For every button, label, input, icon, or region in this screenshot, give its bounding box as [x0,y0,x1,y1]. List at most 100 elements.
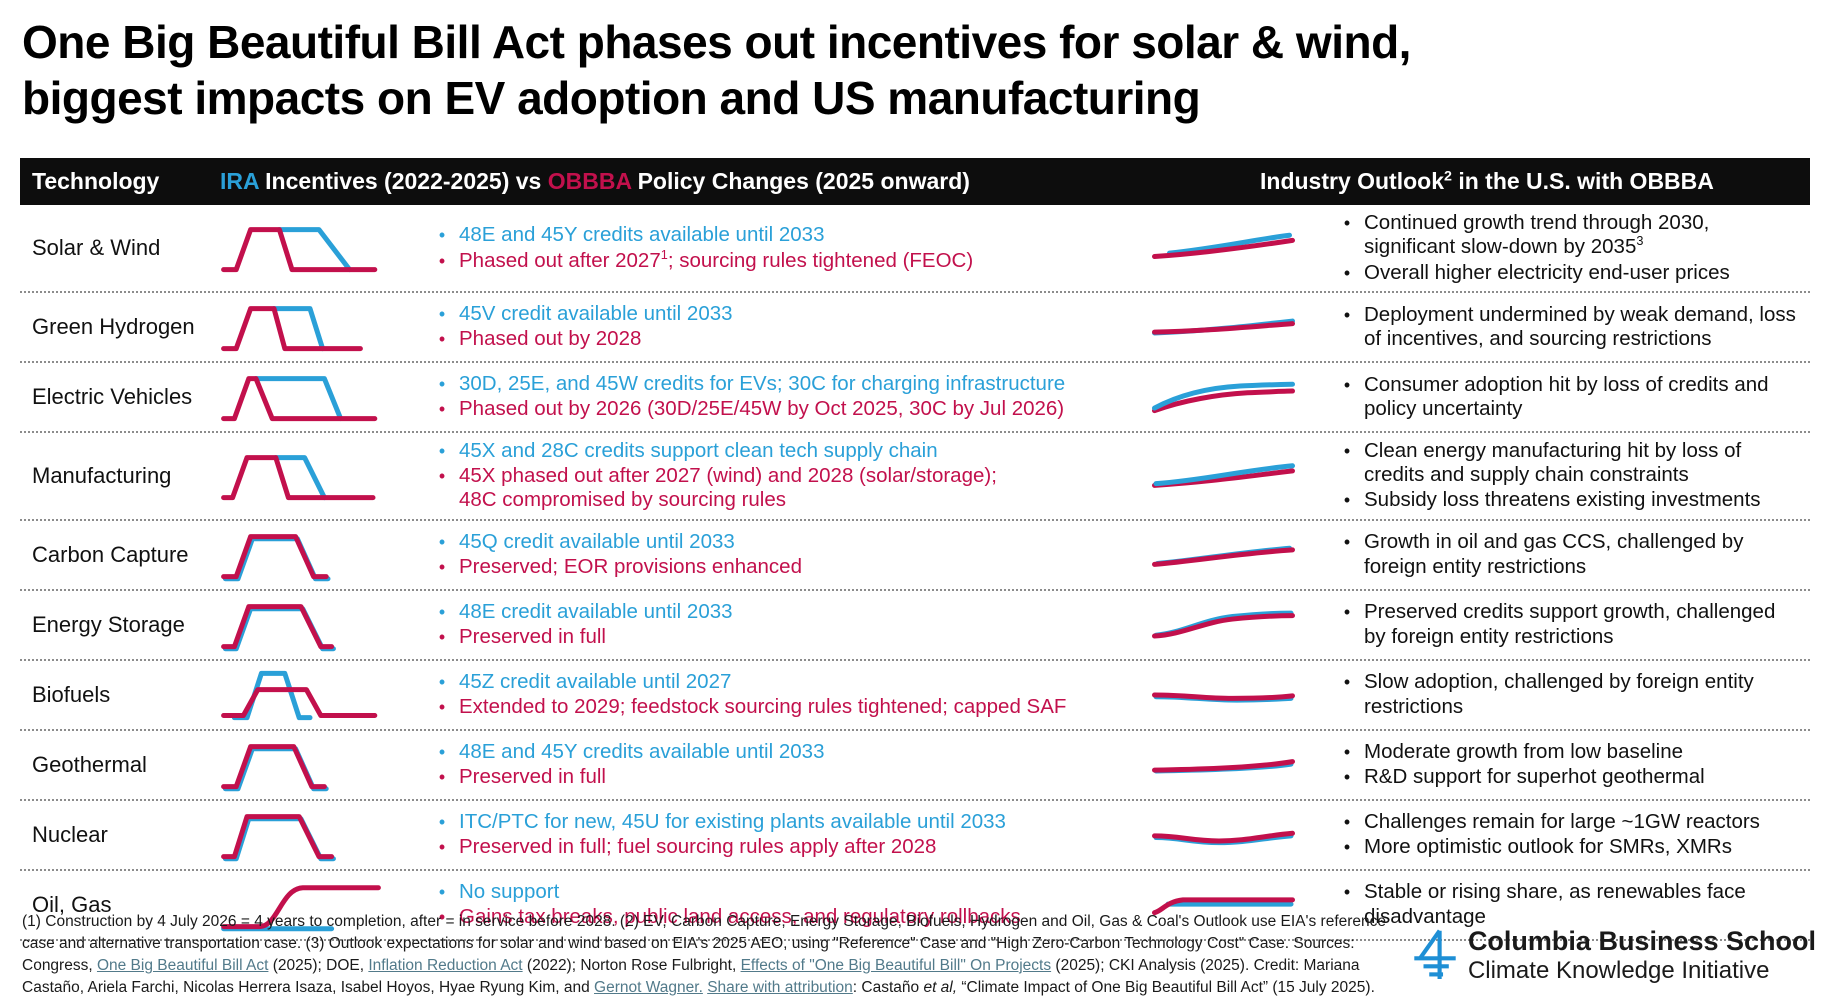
policy-bullet-text: Preserved in full [459,765,1140,789]
text-segment: Moderate growth from low baseline [1364,739,1684,763]
text-segment: 48E and 45Y credits available until 2033 [459,223,825,247]
bullet-dot-icon: • [1343,304,1351,325]
title-line-1: One Big Beautiful Bill Act phases out in… [22,16,1411,68]
policy-bullet: • Phased out by 2026 (30D/25E/45W by Oct … [425,397,1140,421]
policy-bullet-text: Phased out by 2026 (30D/25E/45W by Oct 2… [459,397,1140,421]
text-segment: ; sourcing rules tightened (FEOC) [667,248,974,272]
policy-bullet-list: • 45X and 28C credits support clean tech … [425,438,1140,514]
outlook-bullet-list: • Slow adoption, challenged by foreign en… [1330,669,1810,719]
outlook-bullet-list: • Continued growth trend through 2030, si… [1330,210,1810,286]
footnote-link[interactable]: Inflation Reduction Act [368,957,523,974]
text-segment: 48E and 45Y credits available until 2033 [459,739,825,763]
outlook-bullet-list: • Consumer adoption hit by loss of credit… [1330,372,1810,422]
text-segment: Deployment undermined by weak demand, lo… [1364,302,1796,350]
technology-table: Technology IRA Incentives (2022-2025) vs… [20,158,1810,941]
outlook-bullet-text: Growth in oil and gas CCS, challenged by… [1364,530,1810,578]
policy-bullet-text: Phased out by 2028 [459,327,1140,351]
policy-bullet-text: 45X phased out after 2027 (wind) and 202… [459,464,1140,512]
text-segment: Slow adoption, challenged by foreign ent… [1364,670,1754,718]
policy-bullet-text: Preserved in full; fuel sourcing rules a… [459,835,1140,859]
policy-bullet-list: • 45Z credit available until 2027 • Extende… [425,669,1140,721]
outlook-chart [1150,310,1300,344]
policy-bullet-list: • 30D, 25E, and 45W credits for EVs; 30C … [425,371,1140,423]
table-row: Oil, Gas • No support • Gains tax breaks, pu… [20,871,1810,941]
footnote-link[interactable]: Share with attribution [707,979,853,996]
bullet-dot-icon: • [1343,837,1351,858]
policy-bullet: • Preserved in full; fuel sourcing rules … [425,835,1140,859]
incentive-chart [220,221,400,275]
obbba-line [1155,391,1293,411]
outlook-chart [1150,818,1300,852]
bullet-dot-icon: • [438,627,446,648]
outlook-bullet: • Continued growth trend through 2030, si… [1330,211,1810,259]
obbba-line [1155,899,1293,912]
policy-bullet: • Preserved; EOR provisions enhanced [425,555,1140,579]
text-segment: Overall higher electricity end-user pric… [1364,260,1730,284]
technology-label: Biofuels [32,681,111,707]
technology-label: Energy Storage [32,611,185,637]
outlook-chart-cell [1140,231,1330,265]
outlook-bullet-list: • Preserved credits support growth, chall… [1330,599,1810,649]
outlook-bullet-text: Continued growth trend through 2030, sig… [1364,211,1810,259]
table-row: Nuclear • ITC/PTC for new, 45U for existin… [20,801,1810,871]
outlook-chart [1150,459,1300,493]
policy-bullet: • 45Q credit available until 2033 [425,530,1140,554]
obbba-line [1155,833,1293,841]
bullet-dot-icon: • [438,557,446,578]
incentive-chart [220,370,400,424]
text-segment: Extended to 2029; feedstock sourcing rul… [459,695,1067,719]
header-industry-outlook: Industry Outlook2 in the U.S. with OBBBA [1140,168,1810,195]
policy-bullet-list: • 45Q credit available until 2033 • Preserv… [425,529,1140,581]
bullet-dot-icon: • [438,881,446,902]
policy-bullet: • ITC/PTC for new, 45U for existing plant… [425,810,1140,834]
footnote-link[interactable]: Effects of "One Big Beautiful Bill" On P… [740,957,1052,974]
text-segment: in the U.S. with OBBBA [1451,168,1714,195]
superscript-footnote-ref: 3 [1636,233,1644,249]
technology-label: Carbon Capture [32,541,189,567]
text-segment: 30D, 25E, and 45W credits for EVs; 30C f… [459,372,1066,396]
outlook-bullet-list: • Deployment undermined by weak demand, l… [1330,302,1810,352]
footnote-link[interactable]: Gernot Wagner. [594,979,703,996]
incentive-chart [220,528,400,582]
technology-label: Oil, Gas [32,891,112,917]
outlook-bullet: • Stable or rising share, as renewables f… [1330,880,1810,928]
obbba-line [224,816,332,856]
incentive-chart [220,668,400,722]
policy-bullet: • 45Z credit available until 2027 [425,670,1140,694]
outlook-bullet: • Subsidy loss threatens existing investm… [1330,488,1810,512]
text-segment: Phased out after 2027 [459,248,661,272]
outlook-chart-cell [1140,818,1330,852]
incentive-chart-cell [220,449,425,503]
outlook-chart [1150,678,1300,712]
incentive-chart [220,878,400,932]
policy-bullet-text: 48E and 45Y credits available until 2033 [459,740,1140,764]
bullet-dot-icon: • [438,811,446,832]
table-row: Manufacturing • 45X and 28C credits suppor… [20,433,1810,521]
footer: (1) Construction by 4 July 2026 = 4 year… [22,911,1816,999]
policy-bullet-list: • 48E credit available until 2033 • Preserv… [425,599,1140,651]
policy-bullet-text: Phased out after 20271; sourcing rules t… [459,248,1140,273]
policy-bullet-list: • 48E and 45Y credits available until 203… [425,222,1140,274]
obbba-line [224,379,375,419]
incentive-chart-cell [220,878,425,932]
outlook-bullet: • Consumer adoption hit by loss of credit… [1330,373,1810,421]
title-line-2: biggest impacts on EV adoption and US ma… [22,72,1201,125]
policy-bullet-text: 45Z credit available until 2027 [459,670,1140,694]
footnote-link[interactable]: One Big Beautiful Bill Act [96,957,269,974]
obbba-line [1155,549,1293,563]
outlook-bullet-text: Clean energy manufacturing hit by loss o… [1364,439,1810,487]
technology-label: Electric Vehicles [32,383,193,409]
policy-bullet: • 48E and 45Y credits available until 203… [425,740,1140,764]
bullet-dot-icon: • [1343,811,1351,832]
bullet-dot-icon: • [438,466,446,487]
bullet-dot-icon: • [1343,440,1351,461]
bullet-dot-icon: • [438,374,446,395]
text-segment: Consumer adoption hit by loss of credits… [1364,372,1769,420]
bullet-dot-icon: • [438,329,446,350]
policy-bullet: • 30D, 25E, and 45W credits for EVs; 30C … [425,372,1140,396]
outlook-bullet-text: Subsidy loss threatens existing investme… [1364,488,1810,512]
text-segment: Preserved in full [459,765,606,789]
logo-brand: Columbia Business School [1467,926,1816,956]
bullet-dot-icon: • [1343,741,1351,762]
outlook-bullet-list: • Challenges remain for large ~1GW reacto… [1330,809,1810,861]
